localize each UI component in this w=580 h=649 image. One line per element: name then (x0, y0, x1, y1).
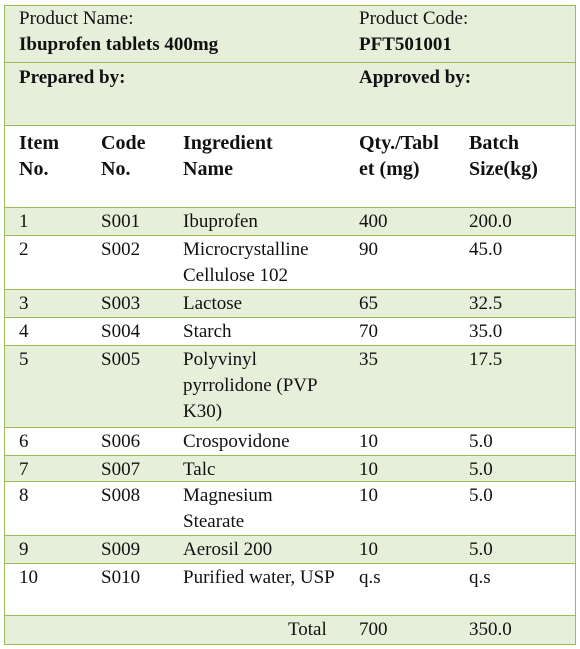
approved-by-label: Approved by: (359, 67, 472, 88)
row-item-no: 8 (19, 485, 29, 506)
table-header: Item No. Code No. Ingredient Name Qty./T… (5, 126, 575, 208)
row-batch-size: 5.0 (469, 539, 493, 560)
row-code-no: S003 (101, 293, 141, 314)
row-ingredient-name: Magnesium Stearate (183, 485, 273, 532)
product-code: PFT501001 (359, 34, 452, 55)
row-batch-size: 45.0 (469, 239, 503, 260)
row-ingredient-name: Lactose (183, 293, 243, 314)
row-item-no: 5 (19, 349, 29, 370)
row-code-no: S001 (101, 211, 141, 232)
row-code-no: S010 (101, 567, 141, 588)
table-row: 8 S008 Magnesium Stearate 10 5.0 (5, 482, 575, 536)
row-code-no: S007 (101, 459, 141, 480)
row-ingredient-name: Ibuprofen (183, 211, 258, 232)
table-row: 2 S002 Microcrystalline Cellulose 102 90 45.… (5, 236, 575, 290)
table-row: 1 S001 Ibuprofen 400 200.0 (5, 208, 575, 236)
row-ingredient-name: Polyvinyl pyrrolidone (PVP K30) (183, 349, 317, 422)
total-batch: 350.0 (469, 619, 512, 640)
total-qty: 700 (359, 619, 388, 640)
row-batch-size: 32.5 (469, 293, 503, 314)
row-batch-size: 35.0 (469, 321, 503, 342)
table-row: 3 S003 Lactose 65 32.5 (5, 290, 575, 318)
row-ingredient-name: Crospovidone (183, 431, 290, 452)
row-qty-per-tablet: q.s (359, 567, 381, 588)
row-item-no: 4 (19, 321, 29, 342)
header-item-no: Item No. (19, 132, 59, 180)
row-qty-per-tablet: 35 (359, 349, 378, 370)
row-batch-size: 5.0 (469, 485, 493, 506)
table-row: 9 S009 Aerosil 200 10 5.0 (5, 536, 575, 564)
row-code-no: S004 (101, 321, 141, 342)
row-item-no: 9 (19, 539, 29, 560)
row-qty-per-tablet: 90 (359, 239, 378, 260)
row-batch-size: 5.0 (469, 459, 493, 480)
row-code-no: S002 (101, 239, 141, 260)
product-name: Ibuprofen tablets 400mg (19, 34, 219, 55)
product-block: Product Name: Product Code: Ibuprofen ta… (5, 6, 575, 62)
header-batch-size: Batch Size(kg) (469, 132, 538, 180)
row-batch-size: 200.0 (469, 211, 512, 232)
row-qty-per-tablet: 10 (359, 431, 378, 452)
row-ingredient-name: Microcrystalline Cellulose 102 (183, 239, 309, 286)
table-row: 10 S010 Purified water, USP q.s q.s (5, 564, 575, 616)
row-item-no: 3 (19, 293, 29, 314)
table-row: 4 S004 Starch 70 35.0 (5, 318, 575, 346)
row-ingredient-name: Starch (183, 321, 232, 342)
row-batch-size: 5.0 (469, 431, 493, 452)
product-code-label: Product Code: (359, 8, 469, 29)
row-code-no: S005 (101, 349, 141, 370)
table-row: 5 S005 Polyvinyl pyrrolidone (PVP K30) 35 17… (5, 346, 575, 428)
row-item-no: 10 (19, 567, 38, 588)
header-code-no: Code No. (101, 132, 146, 180)
row-ingredient-name: Talc (183, 459, 216, 480)
row-item-no: 6 (19, 431, 29, 452)
row-ingredient-name: Purified water, USP (183, 567, 335, 588)
row-qty-per-tablet: 70 (359, 321, 378, 342)
row-qty-per-tablet: 10 (359, 539, 378, 560)
row-item-no: 1 (19, 211, 29, 232)
signoff-block: Prepared by: Approved by: (5, 62, 575, 126)
row-qty-per-tablet: 10 (359, 459, 378, 480)
row-item-no: 7 (19, 459, 29, 480)
prepared-by-label: Prepared by: (19, 67, 126, 88)
total-label: Total (288, 619, 327, 640)
row-batch-size: q.s (469, 567, 491, 588)
row-qty-per-tablet: 10 (359, 485, 378, 506)
row-qty-per-tablet: 65 (359, 293, 378, 314)
header-qty-per-tablet: Qty./Tablet (mg) (359, 132, 439, 180)
row-code-no: S008 (101, 485, 141, 506)
table-row: 6 S006 Crospovidone 10 5.0 (5, 428, 575, 456)
row-batch-size: 17.5 (469, 349, 503, 370)
product-name-label: Product Name: (19, 8, 134, 29)
row-ingredient-name: Aerosil 200 (183, 539, 273, 560)
header-ingredient-name: Ingredient Name (183, 132, 273, 180)
table-row: 7 S007 Talc 10 5.0 (5, 456, 575, 482)
row-qty-per-tablet: 400 (359, 211, 388, 232)
row-code-no: S009 (101, 539, 141, 560)
row-item-no: 2 (19, 239, 29, 260)
formula-sheet: Product Name: Product Code: Ibuprofen ta… (4, 5, 576, 645)
row-code-no: S006 (101, 431, 141, 452)
total-row: Total 700 350.0 (5, 616, 575, 644)
